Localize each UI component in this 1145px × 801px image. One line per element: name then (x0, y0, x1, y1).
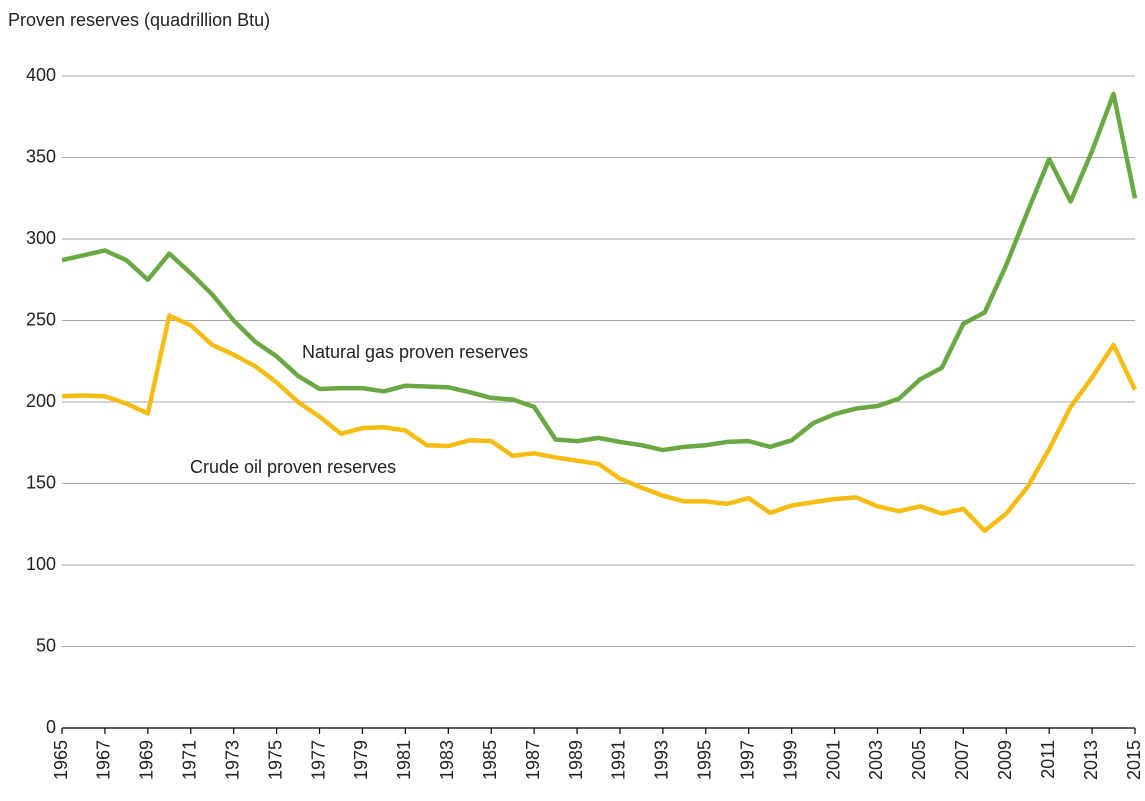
x-tick-label: 1973 (222, 740, 242, 780)
y-tick-label: 0 (46, 717, 56, 737)
x-tick-label: 1967 (94, 740, 114, 780)
x-tick-label: 2005 (909, 740, 929, 780)
y-tick-label: 50 (36, 635, 56, 655)
y-tick-label: 100 (26, 554, 56, 574)
x-tick-label: 1971 (180, 740, 200, 780)
y-tick-label: 350 (26, 146, 56, 166)
x-tick-label: 1987 (523, 740, 543, 780)
x-tick-label: 1979 (351, 740, 371, 780)
x-tick-label: 1993 (652, 740, 672, 780)
x-tick-label: 1977 (308, 740, 328, 780)
x-tick-label: 1995 (695, 740, 715, 780)
x-tick-label: 2007 (952, 740, 972, 780)
x-tick-label: 2009 (995, 740, 1015, 780)
series-annotation: Natural gas proven reserves (302, 342, 528, 362)
y-tick-label: 150 (26, 472, 56, 492)
x-tick-label: 1997 (737, 740, 757, 780)
x-tick-label: 2003 (866, 740, 886, 780)
x-tick-label: 1989 (566, 740, 586, 780)
y-tick-label: 300 (26, 228, 56, 248)
x-tick-label: 2013 (1081, 740, 1101, 780)
x-tick-label: 1985 (480, 740, 500, 780)
series-line (61, 91, 1138, 453)
x-tick-label: 2015 (1124, 740, 1144, 780)
x-tick-label: 1965 (51, 740, 71, 780)
y-axis-label: Proven reserves (quadrillion Btu) (8, 10, 270, 30)
x-tick-label: 2011 (1038, 740, 1058, 779)
series-line (61, 313, 1138, 534)
x-tick-label: 1983 (437, 740, 457, 780)
y-tick-label: 200 (26, 391, 56, 411)
x-tick-label: 1999 (780, 740, 800, 780)
x-tick-label: 1981 (394, 740, 414, 780)
y-tick-label: 400 (26, 65, 56, 85)
y-tick-label: 250 (26, 309, 56, 329)
x-tick-label: 1991 (609, 740, 629, 780)
x-tick-label: 1975 (265, 740, 285, 780)
x-tick-label: 1969 (137, 740, 157, 780)
series-annotation: Crude oil proven reserves (190, 457, 396, 477)
x-tick-label: 2001 (823, 740, 843, 780)
